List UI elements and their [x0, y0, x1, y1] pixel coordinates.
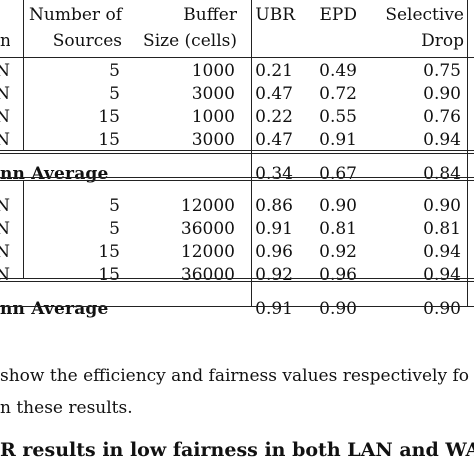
selective-cell: 0.94 [423, 265, 461, 285]
sources-cell: 5 [109, 84, 120, 104]
wan-rule-top [0, 278, 474, 279]
epd-cell: 0.91 [319, 130, 357, 150]
sources-cell: 5 [109, 219, 120, 239]
sources-cell: 5 [109, 61, 120, 81]
sources-cell: 15 [98, 265, 120, 285]
buffer-cell: 36000 [180, 219, 235, 239]
column-divider [23, 181, 24, 278]
table-header-row-1: Number of Buffer UBR EPD Selective [0, 0, 474, 26]
ubr-cell: 0.92 [255, 265, 293, 285]
ubr-cell: 0.22 [255, 107, 293, 127]
selective-cell: 0.76 [423, 107, 461, 127]
body-paragraph-line-1: show the efficiency and fairness values … [0, 366, 469, 386]
header-buffer-2: Size (cells) [143, 31, 237, 51]
header-sources-2: Sources [52, 31, 122, 51]
sources-cell: 15 [98, 242, 120, 262]
header-sources: Number of [29, 5, 122, 25]
selective-average: 0.84 [423, 164, 461, 184]
body-bold-line: R results in low fairness in both LAN an… [0, 439, 474, 461]
average-rule-top [0, 177, 474, 178]
config-cell: N [0, 130, 10, 150]
buffer-cell: 3000 [191, 130, 235, 150]
average-row-lan: nn Average 0.34 0.67 0.84 [0, 161, 474, 187]
epd-cell: 0.96 [319, 265, 357, 285]
ubr-average: 0.34 [255, 164, 293, 184]
epd-cell: 0.55 [319, 107, 357, 127]
buffer-cell: 12000 [180, 196, 235, 216]
table-bottom-rule [0, 306, 474, 307]
ubr-average: 0.91 [255, 299, 293, 319]
selective-cell: 0.90 [423, 196, 461, 216]
column-divider [251, 0, 252, 306]
ubr-cell: 0.47 [255, 130, 293, 150]
body-paragraph-line-2: n these results. [0, 398, 133, 418]
config-cell: N [0, 84, 10, 104]
epd-average: 0.67 [319, 164, 357, 184]
buffer-cell: 3000 [191, 84, 235, 104]
table-row: N 5 1000 0.21 0.49 0.75 [0, 60, 474, 83]
sources-cell: 15 [98, 130, 120, 150]
config-cell: N [0, 219, 10, 239]
lan-rule-bottom [0, 153, 474, 154]
table-row: N 5 12000 0.86 0.90 0.90 [0, 195, 474, 218]
config-cell: N [0, 196, 10, 216]
epd-cell: 0.49 [319, 61, 357, 81]
results-table: Number of Buffer UBR EPD Selective n Sou… [0, 0, 474, 322]
sources-cell: 15 [98, 107, 120, 127]
buffer-cell: 1000 [191, 107, 235, 127]
config-cell: N [0, 107, 10, 127]
header-epd: EPD [319, 5, 357, 25]
selective-average: 0.90 [423, 299, 461, 319]
selective-cell: 0.94 [423, 242, 461, 262]
ubr-cell: 0.21 [255, 61, 293, 81]
table-row: N 15 12000 0.96 0.92 0.94 [0, 241, 474, 264]
column-divider [467, 0, 468, 306]
table-row: N 15 36000 0.92 0.96 0.94 [0, 264, 474, 287]
average-rule-bottom [0, 180, 474, 181]
average-label: nn Average [0, 299, 109, 319]
table-row: N 5 3000 0.47 0.72 0.90 [0, 83, 474, 106]
average-label: nn Average [0, 164, 109, 184]
header-rule [0, 57, 474, 58]
buffer-cell: 1000 [191, 61, 235, 81]
buffer-cell: 12000 [180, 242, 235, 262]
ubr-cell: 0.47 [255, 84, 293, 104]
epd-cell: 0.81 [319, 219, 357, 239]
table-row: N 15 3000 0.47 0.91 0.94 [0, 129, 474, 152]
epd-cell: 0.92 [319, 242, 357, 262]
ubr-cell: 0.91 [255, 219, 293, 239]
table-row: N 5 36000 0.91 0.81 0.81 [0, 218, 474, 241]
selective-cell: 0.75 [423, 61, 461, 81]
epd-cell: 0.90 [319, 196, 357, 216]
sources-cell: 5 [109, 196, 120, 216]
lan-rule-top [0, 150, 474, 151]
config-cell: N [0, 61, 10, 81]
average-row-wan: nn Average 0.91 0.90 0.90 [0, 296, 474, 322]
selective-cell: 0.90 [423, 84, 461, 104]
config-cell: N [0, 242, 10, 262]
header-selective: Selective [385, 5, 464, 25]
epd-cell: 0.72 [319, 84, 357, 104]
column-divider [23, 0, 24, 150]
header-config: n [0, 31, 10, 51]
buffer-cell: 36000 [180, 265, 235, 285]
config-cell: N [0, 265, 10, 285]
wan-rule-bottom [0, 281, 474, 282]
ubr-cell: 0.96 [255, 242, 293, 262]
selective-cell: 0.81 [423, 219, 461, 239]
selective-cell: 0.94 [423, 130, 461, 150]
epd-average: 0.90 [319, 299, 357, 319]
header-buffer: Buffer [183, 5, 237, 25]
header-ubr: UBR [255, 5, 295, 25]
table-row: N 15 1000 0.22 0.55 0.76 [0, 106, 474, 129]
header-selective-2: Drop [421, 31, 464, 51]
ubr-cell: 0.86 [255, 196, 293, 216]
table-header-row-2: n Sources Size (cells) Drop [0, 26, 474, 56]
